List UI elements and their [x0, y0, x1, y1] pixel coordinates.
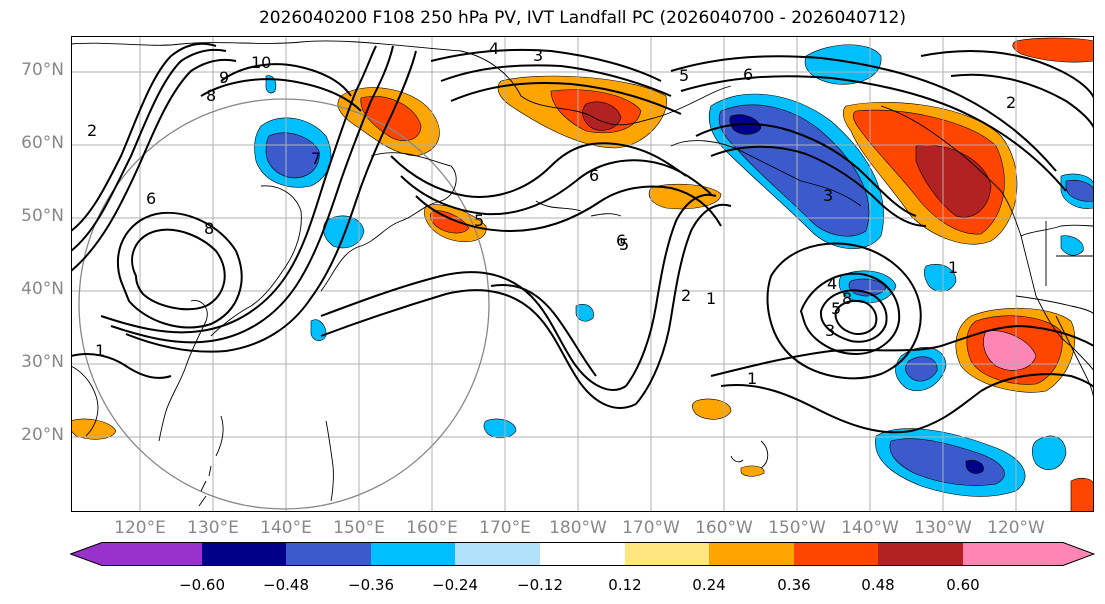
- lat-label-60n: 60°N: [21, 133, 64, 153]
- contour-label: 7: [311, 149, 321, 168]
- contour-label: 2: [681, 286, 691, 305]
- colorbar-segment: [878, 542, 963, 566]
- contour-label: 6: [616, 231, 626, 250]
- lon-label: 160°W: [695, 518, 753, 538]
- colorbar-segment: [963, 542, 1094, 566]
- colorbar-segment: [625, 542, 709, 566]
- contour-label: 10: [251, 53, 271, 72]
- colorbar-segment: [709, 542, 794, 566]
- pv-contours: [71, 42, 1094, 434]
- contour-label: 3: [533, 46, 543, 65]
- lon-label: 170°E: [479, 518, 531, 538]
- positive-anomaly-patch: [740, 465, 765, 477]
- colorbar-tick: −0.48: [263, 576, 309, 594]
- lon-label: 120°W: [987, 518, 1045, 538]
- lon-label: 180°W: [549, 518, 607, 538]
- contour-label: 8: [842, 289, 852, 308]
- colorbar-tick: 0.60: [946, 576, 980, 594]
- lon-label: 150°W: [768, 518, 826, 538]
- colorbar-segment: [455, 542, 540, 566]
- contour-label: 5: [474, 211, 484, 230]
- colorbar-tick: 0.24: [692, 576, 726, 594]
- negative-anomaly-patch: [483, 418, 517, 439]
- colorbar-segment: [202, 542, 286, 566]
- lon-label: 140°W: [841, 518, 899, 538]
- contour-label: 3: [823, 186, 833, 205]
- lon-label: 170°W: [622, 518, 680, 538]
- positive-anomaly-patch: [71, 418, 117, 440]
- positive-anomaly-patch: [360, 96, 422, 141]
- lat-label-70n: 70°N: [21, 60, 64, 80]
- positive-anomaly-patch: [691, 398, 732, 420]
- lat-label-30n: 30°N: [21, 352, 64, 372]
- colorbar-tick: −0.36: [348, 576, 394, 594]
- positive-anomaly-patch: [1070, 477, 1094, 512]
- lat-label-50n: 50°N: [21, 206, 64, 226]
- contour-label: 2: [1006, 93, 1016, 112]
- map-title: 2026040200 F108 250 hPa PV, IVT Landfall…: [258, 8, 906, 28]
- negative-anomaly-patch: [965, 459, 984, 474]
- lon-label: 130°E: [187, 518, 239, 538]
- lon-label: 140°E: [260, 518, 312, 538]
- lon-label: 130°W: [914, 518, 972, 538]
- negative-anomaly-patch: [323, 215, 365, 249]
- contour-label: 8: [204, 219, 214, 238]
- contour-labels: 10 9 8 2 7 6 8 1 4 3 5 6 5 6 2 1 3 5 8 4…: [87, 39, 1016, 388]
- contour-label: 1: [706, 289, 716, 308]
- lon-label: 150°E: [333, 518, 385, 538]
- colorbar-tick: 0.48: [861, 576, 895, 594]
- colorbar-segment: [286, 542, 371, 566]
- contour-label: 6: [589, 166, 599, 185]
- colorbar-tick: 0.12: [608, 576, 642, 594]
- negative-anomaly-patch: [1065, 179, 1094, 202]
- lat-label-20n: 20°N: [21, 425, 64, 445]
- contour-label: 1: [95, 341, 105, 360]
- lon-label: 160°E: [406, 518, 458, 538]
- anomaly-shading: [71, 37, 1094, 512]
- colorbar-tick: 0.36: [777, 576, 811, 594]
- colorbar-tick: −0.24: [432, 576, 478, 594]
- contour-label: 1: [747, 369, 757, 388]
- positive-anomaly-patch: [1012, 37, 1094, 63]
- colorbar-segment: [371, 542, 455, 566]
- colorbar-segment: [70, 542, 202, 566]
- colorbar-segment: [540, 542, 625, 566]
- contour-label: 8: [206, 86, 216, 105]
- negative-anomaly-patch: [905, 356, 938, 382]
- contour-label: 6: [146, 189, 156, 208]
- contour-label: 2: [87, 121, 97, 140]
- contour-label: 1: [948, 258, 958, 277]
- contour-label: 4: [827, 274, 837, 293]
- lat-label-40n: 40°N: [21, 279, 64, 299]
- colorbar-segment: [794, 542, 878, 566]
- positive-anomaly-patch: [582, 101, 622, 131]
- contour-label: 9: [219, 68, 229, 87]
- colorbar-tick: −0.12: [517, 576, 563, 594]
- range-circle: [78, 98, 490, 510]
- graticule: [71, 36, 1094, 512]
- lon-label: 120°E: [114, 518, 166, 538]
- contour-label: 6: [743, 65, 753, 84]
- positive-anomaly-patch: [430, 210, 470, 234]
- contour-label: 5: [679, 66, 689, 85]
- pv-ivt-map: 10 9 8 2 7 6 8 1 4 3 5 6 5 6 2 1 3 5 8 4…: [71, 36, 1094, 512]
- colorbar: [70, 542, 1095, 566]
- colorbar-tick: −0.60: [179, 576, 225, 594]
- negative-anomaly-patch: [1060, 235, 1084, 256]
- contour-label: 3: [825, 321, 835, 340]
- contour-label: 5: [619, 235, 629, 254]
- contour-label: 4: [489, 39, 499, 58]
- positive-anomaly-patch: [983, 330, 1037, 371]
- contour-label: 5: [831, 299, 841, 318]
